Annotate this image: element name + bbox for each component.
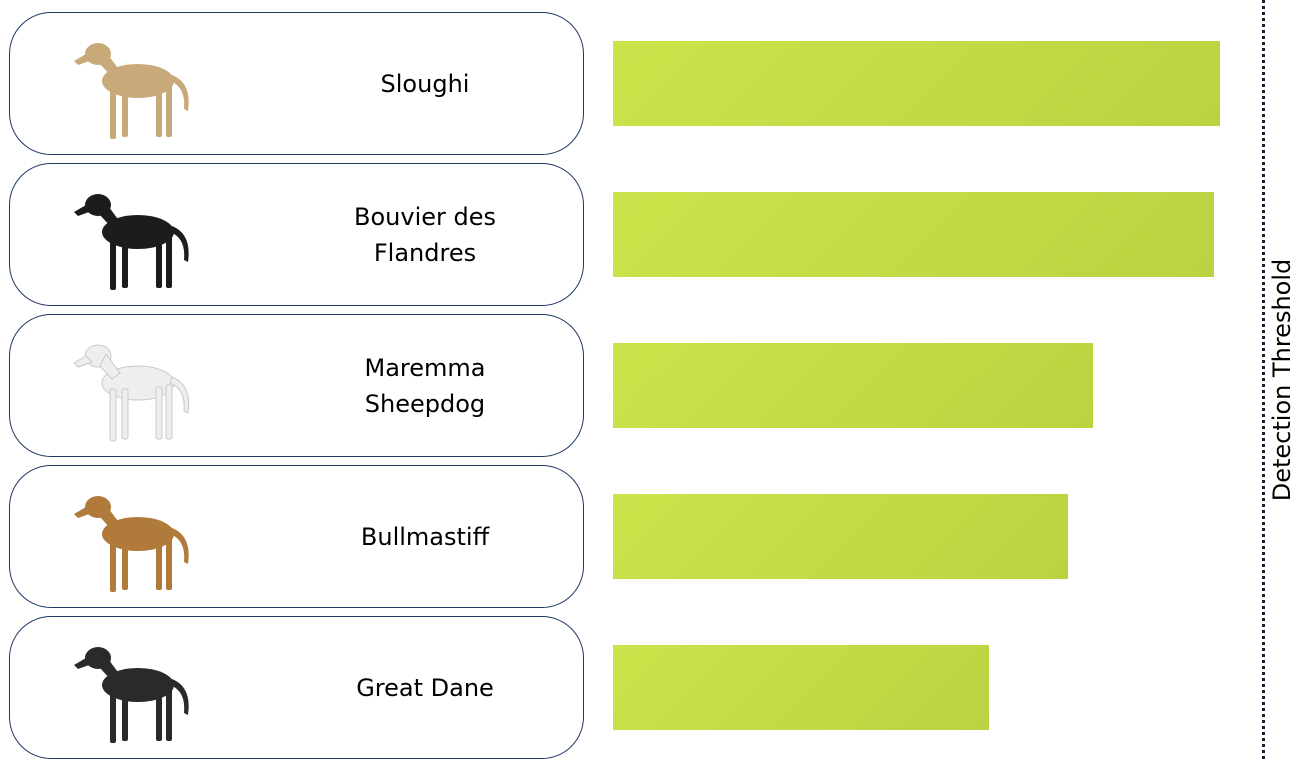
detection-threshold-label: Detection Threshold <box>1268 258 1296 502</box>
bar-5 <box>613 645 989 730</box>
bouvier-des-flandres-dog-image <box>74 194 189 290</box>
dog-breed-label: Great Dane <box>356 673 494 702</box>
bar-1 <box>613 41 1220 126</box>
dog-breed-label: Maremma Sheepdog <box>364 353 486 418</box>
bar-4 <box>613 494 1068 579</box>
bar-3 <box>613 343 1093 428</box>
dog-breed-label: Bullmastiff <box>360 522 490 551</box>
great-dane-dog-image <box>74 647 189 743</box>
dog-card: Maremma Sheepdog <box>9 314 584 457</box>
bullmastiff-dog-image <box>74 496 189 592</box>
dog-breed-label: Bouvier des Flandres <box>354 202 496 267</box>
maremma-sheepdog-dog-image <box>73 344 190 442</box>
dog-breed-label: Sloughi <box>380 69 470 98</box>
dog-card: Bullmastiff <box>9 465 584 608</box>
dog-card: Sloughi <box>9 12 584 155</box>
dog-card: Great Dane <box>9 616 584 759</box>
dog-card: Bouvier des Flandres <box>9 163 584 306</box>
bar-2 <box>613 192 1214 277</box>
detection-threshold-line <box>1262 0 1265 759</box>
sloughi-dog-image <box>74 43 189 139</box>
